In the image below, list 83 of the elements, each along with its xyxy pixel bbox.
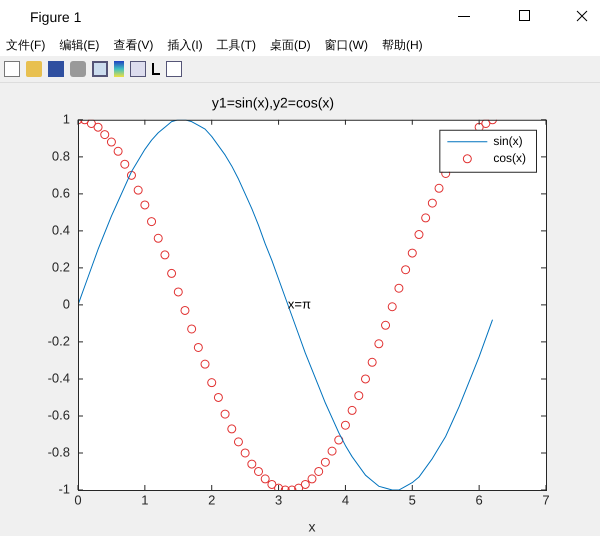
x-tick-label: 2 bbox=[208, 492, 216, 508]
point bbox=[114, 146, 123, 156]
point bbox=[120, 160, 130, 169]
point bbox=[260, 474, 270, 484]
point bbox=[368, 358, 377, 367]
point bbox=[360, 374, 370, 384]
point bbox=[126, 170, 136, 180]
text: 编辑(E) bbox=[59, 36, 100, 54]
point bbox=[134, 186, 143, 195]
point bbox=[100, 130, 110, 140]
y-tick-label: 0.2 bbox=[52, 259, 70, 274]
x-tick-label: 6 bbox=[476, 492, 483, 508]
point bbox=[94, 122, 103, 132]
point bbox=[340, 420, 350, 430]
point bbox=[414, 230, 424, 240]
text: 文件(F) bbox=[6, 36, 46, 54]
point bbox=[86, 120, 96, 128]
point bbox=[314, 466, 324, 476]
point bbox=[481, 120, 490, 128]
point bbox=[388, 302, 397, 312]
text: 工具(T) bbox=[216, 36, 256, 54]
point bbox=[401, 265, 410, 274]
point bbox=[147, 217, 156, 226]
point bbox=[106, 138, 116, 147]
text: 帮助(H) bbox=[382, 36, 423, 54]
point bbox=[167, 268, 176, 278]
text: 查看(V) bbox=[113, 36, 154, 54]
point bbox=[300, 480, 310, 489]
point bbox=[428, 198, 437, 208]
point bbox=[334, 436, 344, 445]
point bbox=[247, 460, 256, 469]
point bbox=[267, 480, 276, 489]
point bbox=[140, 200, 150, 210]
point bbox=[434, 184, 444, 193]
x-tick-label: 1 bbox=[141, 492, 148, 508]
y-tick-label: -0.8 bbox=[48, 444, 70, 460]
point bbox=[394, 284, 404, 293]
y-tick-label: 0 bbox=[62, 296, 70, 312]
y-tick-label: -0.4 bbox=[48, 370, 70, 386]
point bbox=[308, 474, 316, 484]
y-tick-label: -0.2 bbox=[48, 334, 70, 348]
chart-title: y1=sin(x),y2=cos(x) bbox=[212, 94, 334, 110]
point bbox=[240, 448, 250, 458]
y-tick-label: 0.4 bbox=[52, 222, 70, 238]
legend-label: cos(x) bbox=[493, 151, 526, 166]
point bbox=[408, 248, 417, 258]
point bbox=[328, 446, 337, 456]
point bbox=[187, 324, 196, 334]
point bbox=[348, 406, 357, 415]
point bbox=[354, 391, 364, 400]
point bbox=[194, 342, 203, 352]
text: 窗口(W) bbox=[324, 36, 368, 54]
point bbox=[220, 410, 230, 419]
point bbox=[207, 378, 216, 388]
point bbox=[421, 213, 430, 222]
point bbox=[227, 424, 236, 434]
legend-label: sin(x) bbox=[493, 134, 523, 148]
x-tick-label: 7 bbox=[542, 492, 550, 508]
point bbox=[180, 306, 190, 315]
caption: Figure 1 bbox=[30, 9, 82, 25]
y-tick-label: 0.6 bbox=[52, 185, 70, 200]
x-tick-label: 5 bbox=[408, 492, 416, 508]
point bbox=[174, 287, 183, 296]
point bbox=[154, 234, 163, 243]
y-tick-label: -1 bbox=[58, 482, 70, 497]
point bbox=[381, 320, 390, 330]
point bbox=[254, 466, 264, 476]
x-axis-title: x bbox=[308, 518, 316, 534]
point bbox=[200, 360, 210, 369]
y-tick-label: -0.6 bbox=[48, 408, 70, 423]
x-tick-label: 3 bbox=[274, 492, 282, 508]
y-tick-label: 1 bbox=[62, 111, 70, 126]
point bbox=[374, 339, 384, 348]
x-tick-label: 4 bbox=[342, 492, 350, 508]
point bbox=[234, 437, 243, 446]
x-tick-label: 0 bbox=[74, 492, 82, 508]
text: 插入(I) bbox=[167, 36, 203, 54]
annotation: x=π bbox=[288, 296, 312, 312]
text: 桌面(D) bbox=[270, 36, 311, 54]
point bbox=[214, 392, 223, 402]
point bbox=[320, 458, 330, 467]
point bbox=[160, 250, 170, 260]
y-tick-label: 0.8 bbox=[52, 148, 70, 164]
